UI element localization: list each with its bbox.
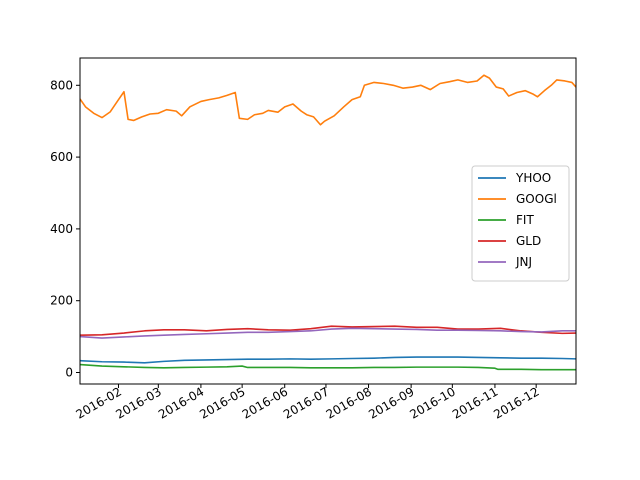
legend: YHOO GOOGl FIT GLD JNJ xyxy=(471,165,570,282)
y-tick-label: 0 xyxy=(65,366,73,380)
legend-label-fit: FIT xyxy=(516,213,534,227)
series-line-gld xyxy=(80,325,576,336)
legend-label-gld: GLD xyxy=(516,234,541,248)
y-tick-label: 400 xyxy=(50,222,73,236)
y-tick-label: 600 xyxy=(50,150,73,164)
legend-label-jnj: JNJ xyxy=(515,255,532,269)
series-line-fit xyxy=(80,363,576,371)
axes-frame xyxy=(79,57,577,385)
y-tick-label: 200 xyxy=(50,294,73,308)
series-line-googl xyxy=(80,74,576,126)
series-line-jnj xyxy=(80,327,576,339)
y-tick-label: 800 xyxy=(50,78,73,92)
legend-label-googl: GOOGl xyxy=(516,192,557,206)
series-line-yhoo xyxy=(80,356,576,364)
series-layer xyxy=(80,74,576,371)
legend-box xyxy=(471,165,570,282)
legend-label-yhoo: YHOO xyxy=(515,171,551,185)
